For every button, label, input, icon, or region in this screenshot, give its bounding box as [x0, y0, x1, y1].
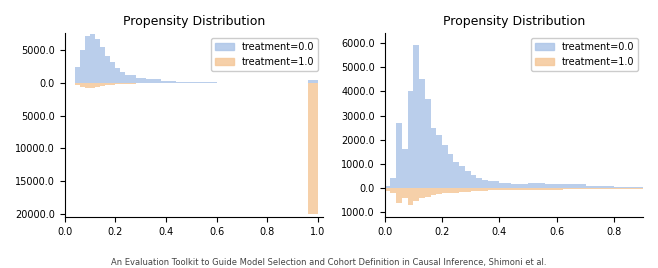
Legend: treatment=0.0, treatment=1.0: treatment=0.0, treatment=1.0: [211, 38, 318, 71]
Bar: [470, 188, 476, 191]
Bar: [528, 188, 545, 190]
Bar: [453, 188, 459, 192]
Bar: [402, 150, 407, 188]
Bar: [442, 145, 447, 188]
Bar: [476, 178, 482, 188]
Bar: [436, 135, 442, 188]
Bar: [482, 188, 488, 191]
Bar: [453, 162, 459, 188]
Bar: [90, 34, 95, 83]
Bar: [145, 80, 161, 83]
Bar: [161, 81, 176, 83]
Bar: [528, 183, 545, 188]
Bar: [470, 175, 476, 188]
Bar: [126, 75, 136, 83]
Bar: [384, 186, 390, 188]
Legend: treatment=0.0, treatment=1.0: treatment=0.0, treatment=1.0: [530, 38, 638, 71]
Bar: [120, 72, 126, 83]
Bar: [95, 39, 100, 83]
Bar: [436, 188, 442, 194]
Bar: [586, 188, 615, 189]
Bar: [136, 78, 145, 83]
Bar: [459, 188, 465, 192]
Bar: [482, 180, 488, 188]
Bar: [511, 188, 528, 190]
Bar: [115, 68, 120, 83]
Bar: [545, 188, 563, 190]
Bar: [110, 62, 115, 83]
Bar: [499, 188, 511, 190]
Bar: [511, 184, 528, 188]
Bar: [90, 83, 95, 88]
Bar: [176, 82, 196, 83]
Bar: [390, 178, 396, 188]
Bar: [85, 36, 90, 83]
Bar: [459, 166, 465, 188]
Bar: [442, 188, 447, 193]
Bar: [419, 79, 425, 188]
Bar: [75, 83, 80, 85]
Bar: [85, 83, 90, 88]
Text: An Evaluation Toolkit to Guide Model Selection and Cohort Definition in Causal I: An Evaluation Toolkit to Guide Model Sel…: [111, 258, 547, 267]
Bar: [396, 188, 402, 203]
Bar: [396, 123, 402, 188]
Bar: [390, 188, 396, 193]
Bar: [488, 181, 499, 188]
Bar: [476, 188, 482, 191]
Bar: [308, 83, 318, 214]
Bar: [80, 83, 85, 87]
Bar: [402, 188, 407, 198]
Bar: [419, 188, 425, 198]
Bar: [407, 188, 413, 205]
Bar: [545, 184, 563, 188]
Bar: [95, 83, 100, 87]
Bar: [196, 82, 216, 83]
Bar: [75, 67, 80, 83]
Bar: [105, 83, 110, 85]
Bar: [126, 83, 136, 84]
Bar: [643, 188, 649, 189]
Title: Propensity Distribution: Propensity Distribution: [122, 15, 265, 28]
Bar: [425, 188, 430, 197]
Bar: [447, 154, 453, 188]
Bar: [100, 83, 105, 86]
Title: Propensity Distribution: Propensity Distribution: [443, 15, 585, 28]
Bar: [425, 99, 430, 188]
Bar: [615, 188, 643, 189]
Bar: [384, 188, 390, 191]
Bar: [488, 188, 499, 190]
Bar: [308, 80, 318, 83]
Bar: [413, 46, 419, 188]
Bar: [586, 186, 615, 188]
Bar: [499, 183, 511, 188]
Bar: [120, 83, 126, 84]
Bar: [465, 171, 470, 188]
Bar: [110, 83, 115, 85]
Bar: [465, 188, 470, 192]
Bar: [563, 188, 586, 189]
Bar: [105, 55, 110, 83]
Bar: [80, 50, 85, 83]
Bar: [413, 188, 419, 202]
Bar: [115, 83, 120, 84]
Bar: [447, 188, 453, 193]
Bar: [563, 184, 586, 188]
Bar: [100, 47, 105, 83]
Bar: [430, 128, 436, 188]
Bar: [407, 91, 413, 188]
Bar: [430, 188, 436, 195]
Bar: [615, 187, 643, 188]
